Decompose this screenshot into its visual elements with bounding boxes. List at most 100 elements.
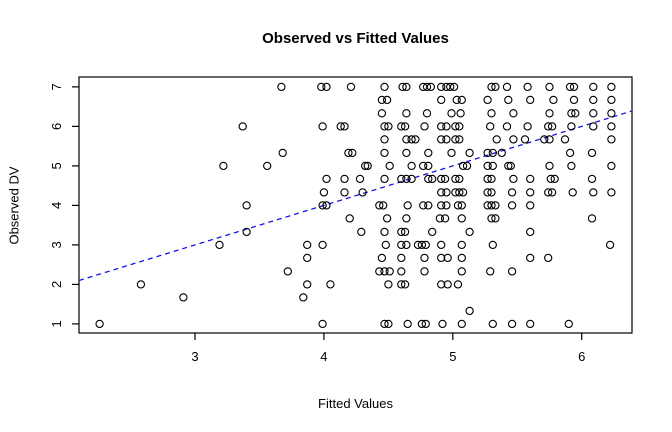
data-point [451, 122, 460, 131]
data-point [458, 188, 468, 197]
data-point [377, 95, 387, 105]
data-point [422, 82, 432, 92]
data-point [442, 122, 451, 131]
data-point [397, 174, 406, 184]
data-point [421, 240, 430, 250]
data-point [504, 161, 513, 171]
data-point [424, 161, 433, 171]
data-point [437, 240, 446, 250]
data-point [363, 161, 372, 171]
data-point [502, 122, 512, 131]
data-point [569, 95, 579, 105]
data-point [417, 240, 427, 250]
data-point [589, 188, 598, 197]
data-point [426, 82, 436, 92]
data-point [381, 240, 390, 250]
data-point [571, 109, 580, 118]
data-point [318, 201, 327, 210]
data-point [402, 148, 411, 158]
data-point [428, 227, 437, 237]
data-point [491, 214, 500, 223]
data-point [607, 95, 616, 105]
data-point [440, 174, 450, 184]
data-point [523, 82, 532, 92]
data-point [497, 148, 506, 158]
data-point [486, 122, 495, 131]
data-point [605, 240, 615, 250]
data-point [607, 122, 616, 131]
data-point [340, 122, 349, 131]
data-point [587, 214, 597, 223]
data-point [319, 188, 329, 197]
data-point [443, 280, 452, 289]
data-point [278, 148, 287, 158]
data-point [547, 188, 557, 197]
data-point [402, 82, 411, 92]
data-point [437, 135, 446, 144]
data-point [526, 174, 535, 184]
data-point [438, 319, 447, 329]
data-point [565, 148, 575, 158]
data-point [358, 188, 367, 197]
data-point [277, 82, 286, 92]
data-point [526, 319, 535, 329]
y-tick-label: 1 [49, 320, 64, 327]
data-point [483, 95, 492, 105]
data-point [567, 161, 576, 171]
data-point [486, 267, 495, 276]
data-point [424, 174, 433, 184]
data-point [455, 135, 464, 144]
data-point [402, 240, 411, 250]
data-point [458, 161, 468, 171]
data-point [400, 280, 410, 289]
data-point [544, 122, 553, 131]
data-point [437, 174, 446, 184]
data-point [407, 161, 416, 171]
data-point [526, 227, 535, 237]
data-point [437, 201, 446, 210]
data-point [384, 280, 393, 289]
data-point [462, 161, 472, 171]
data-point [340, 174, 349, 184]
data-point [442, 135, 451, 144]
data-point [242, 227, 251, 237]
data-point [437, 82, 446, 92]
data-point [488, 161, 497, 171]
data-point [344, 148, 353, 158]
data-point [507, 319, 517, 329]
data-point [400, 227, 410, 237]
data-point [242, 201, 251, 210]
data-point [526, 253, 535, 263]
data-point [487, 201, 496, 210]
data-point [487, 82, 496, 92]
data-point [263, 161, 272, 171]
data-point [455, 174, 464, 184]
data-point [446, 82, 455, 92]
data-point [488, 240, 497, 250]
data-point [587, 148, 597, 158]
data-point [397, 122, 406, 131]
data-point [215, 240, 224, 250]
data-point [379, 201, 388, 210]
data-point [377, 253, 387, 263]
data-point [546, 174, 555, 184]
y-tick-label: 7 [49, 83, 64, 90]
data-point [375, 267, 384, 276]
data-point [545, 161, 554, 171]
data-point [567, 109, 576, 118]
data-point [385, 161, 394, 171]
data-point [326, 280, 335, 289]
data-point [380, 319, 389, 329]
data-point [219, 161, 228, 171]
data-point [336, 122, 345, 131]
data-point [384, 319, 393, 329]
data-point [437, 253, 446, 263]
data-point [380, 135, 389, 144]
data-point [526, 188, 535, 197]
data-point [452, 95, 461, 105]
data-point [504, 95, 513, 105]
data-point [442, 201, 451, 210]
data-point [345, 214, 354, 223]
data-point [589, 109, 598, 118]
